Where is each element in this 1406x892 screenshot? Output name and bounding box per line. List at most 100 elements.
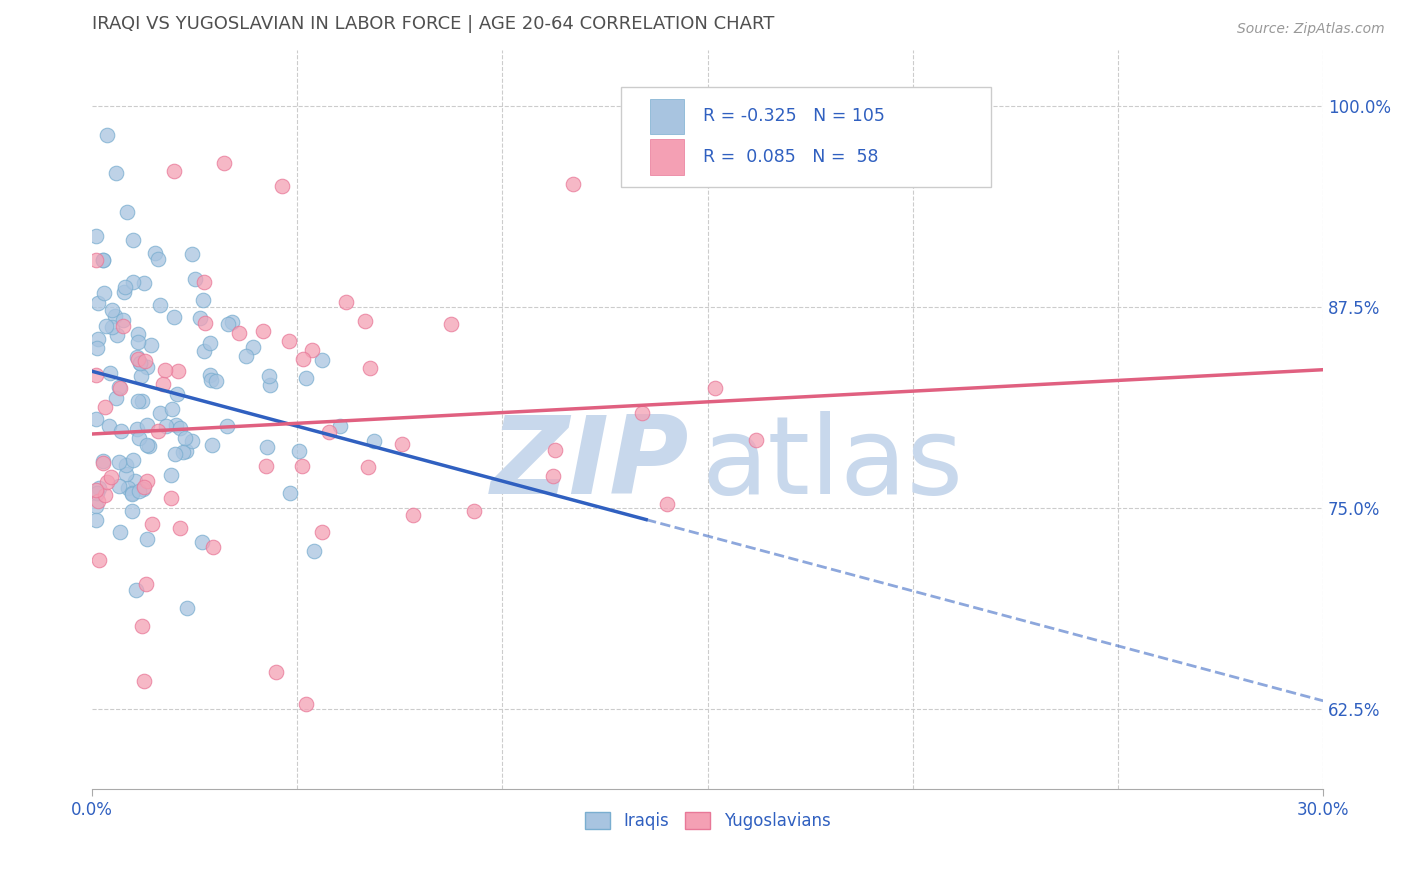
Point [252,324,274,338]
Point [153,363,176,377]
Point [135,576,157,591]
Point [108,478,131,492]
Point [125,583,148,598]
Point [146,424,169,438]
Point [135,474,157,488]
Point [745,433,768,447]
Point [132,276,155,290]
Point [135,417,157,432]
Point [194,316,217,330]
Point [191,535,214,549]
Point [259,368,281,383]
Point [94,400,117,414]
Point [160,402,183,417]
Point [96,475,118,489]
Point [391,437,413,451]
Point [193,275,215,289]
Point [235,349,257,363]
Point [100,302,122,317]
Point [205,374,228,388]
Point [141,516,163,531]
Point [291,351,314,366]
Point [84,513,107,527]
Point [174,431,197,445]
Point [117,481,139,495]
Point [93,488,115,502]
Point [193,344,215,359]
Point [149,406,172,420]
Point [302,544,325,558]
Point [107,455,129,469]
Point [165,417,187,432]
Point [200,373,222,387]
Point [217,317,239,331]
Point [105,392,128,406]
Point [84,253,107,268]
Point [86,486,108,500]
Point [115,204,138,219]
Point [544,443,567,458]
Point [295,370,318,384]
Point [108,380,131,394]
Point [163,163,186,178]
Point [105,166,128,180]
Point [108,524,131,539]
Point [128,356,150,370]
Point [110,424,132,438]
FancyBboxPatch shape [650,99,685,134]
Point [84,483,107,497]
Point [91,454,114,468]
Point [183,272,205,286]
Point [128,483,150,498]
Text: atlas: atlas [702,411,963,516]
Point [134,353,156,368]
Point [127,335,149,350]
Point [121,485,143,500]
Point [329,418,352,433]
Point [149,298,172,312]
Point [176,601,198,615]
Point [354,314,377,328]
Point [139,337,162,351]
Point [127,394,149,409]
Text: R =  0.085   N =  58: R = 0.085 N = 58 [703,148,879,166]
Point [96,128,118,143]
Point [84,228,107,243]
Point [440,317,463,331]
Point [152,377,174,392]
Point [174,443,197,458]
Point [264,665,287,679]
Point [172,444,194,458]
Point [167,364,190,378]
Point [91,253,114,268]
Point [98,418,121,433]
FancyBboxPatch shape [650,139,685,175]
Text: R = -0.325   N = 105: R = -0.325 N = 105 [703,107,884,126]
Point [363,434,385,449]
Point [242,340,264,354]
Point [127,327,149,342]
Text: Source: ZipAtlas.com: Source: ZipAtlas.com [1237,22,1385,37]
Point [166,386,188,401]
Point [165,447,187,461]
Point [135,359,157,374]
Point [86,341,108,355]
Point [288,444,311,458]
Point [129,356,152,370]
Point [131,619,153,633]
Point [215,419,238,434]
Point [402,508,425,523]
Point [112,285,135,300]
Point [201,437,224,451]
Point [132,482,155,496]
Point [122,452,145,467]
FancyBboxPatch shape [621,87,991,186]
Point [221,315,243,329]
Point [335,295,357,310]
Point [270,179,292,194]
Point [98,366,121,380]
Point [121,486,143,500]
Point [278,334,301,349]
Point [111,318,134,333]
Point [91,456,114,470]
